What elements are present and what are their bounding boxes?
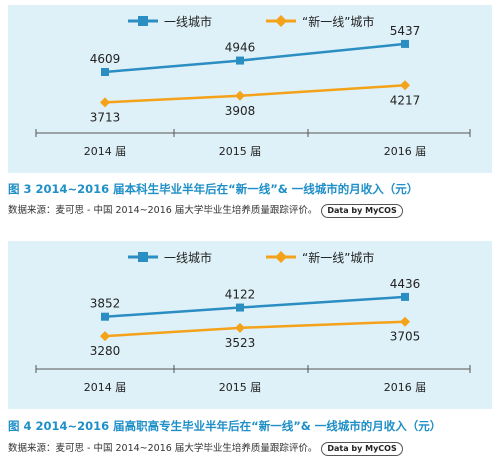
data-point — [100, 97, 110, 108]
series-line — [104, 320, 406, 338]
data-label: 3908 — [225, 104, 256, 118]
data-label: 3523 — [225, 336, 256, 350]
data-point — [401, 39, 409, 48]
data-label: 4436 — [390, 277, 421, 291]
data-label: 4609 — [90, 52, 121, 66]
data-label: 3705 — [390, 330, 421, 344]
data-label: 3280 — [90, 344, 121, 358]
legend-marker — [275, 15, 287, 27]
legend-label: “新一线”城市 — [302, 250, 374, 265]
data-point — [401, 292, 409, 301]
data-point — [400, 316, 410, 327]
legend-marker — [138, 16, 148, 26]
data-point — [100, 331, 110, 342]
x-tick-label: 2015 届 — [219, 145, 262, 158]
legend-label: “新一线”城市 — [302, 14, 374, 29]
data-label: 4946 — [225, 41, 256, 55]
data-point — [400, 80, 410, 91]
x-tick-label: 2014 届 — [84, 381, 127, 394]
source-text: 数据来源：麦可思 - 中国 2014~2016 届大学毕业生培养质量跟踪评价。 — [8, 443, 318, 454]
data-label: 3852 — [90, 297, 121, 311]
line-chart-2: 一线城市 “新一线”城市 2014 届 2015 届 2016 届 3852 4122 443… — [35, 250, 471, 394]
chart-panel-1: 一线城市 “新一线”城市 2014 届 2015 届 2016 届 4609 4946 543… — [8, 5, 492, 173]
data-label: 5437 — [390, 24, 421, 38]
series-line — [104, 84, 406, 104]
data-label: 4122 — [225, 288, 256, 302]
data-point — [236, 303, 244, 312]
mycos-badge: Data by MyCOS — [321, 442, 403, 456]
legend-marker — [138, 252, 148, 262]
data-point — [235, 90, 245, 101]
data-point — [236, 56, 244, 65]
data-label: 4217 — [390, 93, 421, 107]
legend-label: 一线城市 — [164, 250, 212, 265]
source-text: 数据来源：麦可思 - 中国 2014~2016 届大学毕业生培养质量跟踪评价。 — [8, 205, 318, 216]
data-point — [101, 67, 109, 76]
line-chart-1: 一线城市 “新一线”城市 2014 届 2015 届 2016 届 4609 4946 543… — [35, 14, 471, 158]
x-tick-label: 2016 届 — [384, 381, 427, 394]
figure-3-caption: 图 3 2014~2016 届本科生毕业半年后在“新一线”& 一线城市的月收入（… — [8, 182, 419, 196]
figure-3-source: 数据来源：麦可思 - 中国 2014~2016 届大学毕业生培养质量跟踪评价。 D… — [8, 202, 403, 218]
figure-4-source: 数据来源：麦可思 - 中国 2014~2016 届大学毕业生培养质量跟踪评价。 D… — [8, 440, 403, 456]
figure-4-caption: 图 4 2014~2016 届高职高专生毕业半年后在“新一线”& 一线城市的月收… — [8, 419, 442, 433]
data-label: 3713 — [90, 110, 121, 124]
legend-label: 一线城市 — [164, 14, 212, 29]
data-point — [235, 322, 245, 333]
x-tick-label: 2014 届 — [84, 145, 127, 158]
legend-marker — [275, 251, 287, 263]
x-tick-label: 2015 届 — [219, 381, 262, 394]
mycos-badge: Data by MyCOS — [321, 204, 403, 218]
chart-panel-2: 一线城市 “新一线”城市 2014 届 2015 届 2016 届 3852 4122 443… — [8, 241, 492, 409]
data-point — [101, 312, 109, 321]
x-tick-label: 2016 届 — [384, 145, 427, 158]
